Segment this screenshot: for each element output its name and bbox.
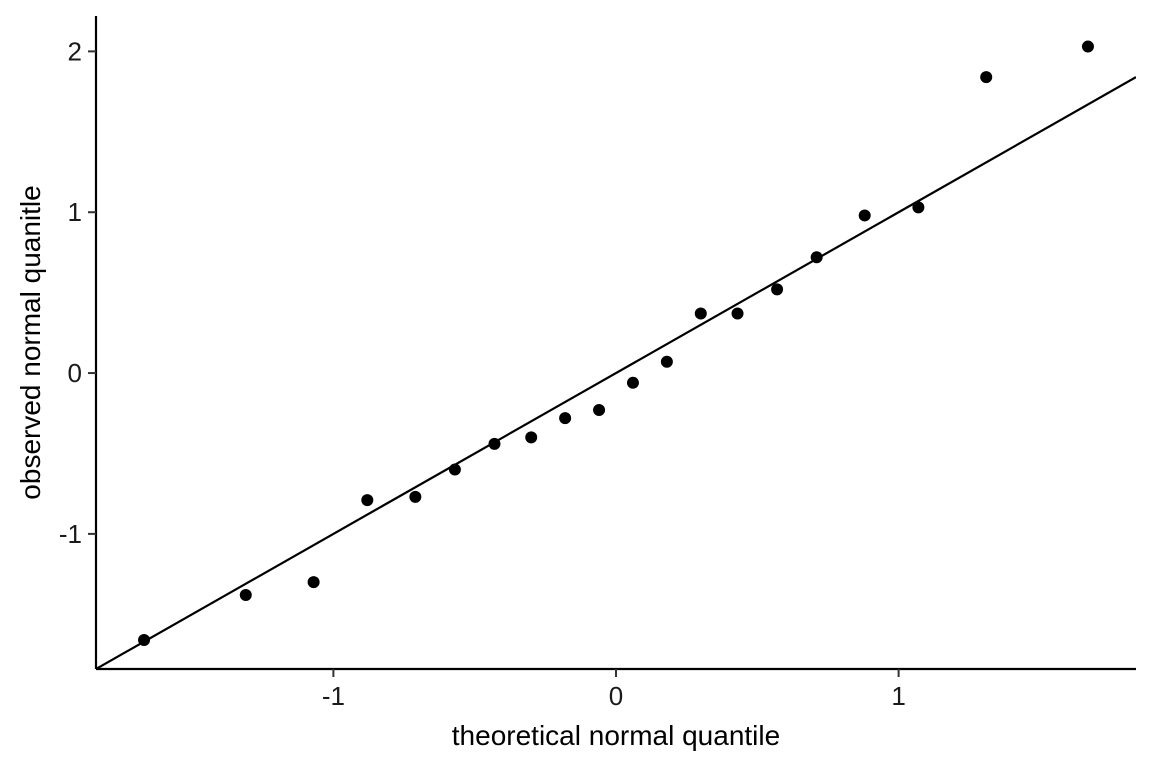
data-point bbox=[810, 251, 823, 264]
data-point bbox=[361, 494, 374, 507]
data-point bbox=[307, 576, 320, 589]
data-point bbox=[409, 490, 422, 503]
axes: -1 0 1 -1 0 1 2 bbox=[59, 16, 1136, 711]
y-tick-label: -1 bbox=[59, 519, 82, 549]
data-point bbox=[448, 463, 461, 476]
y-tick-label: 1 bbox=[68, 197, 82, 227]
y-ticks: -1 0 1 2 bbox=[59, 36, 96, 549]
x-tick-label: -1 bbox=[322, 681, 345, 711]
data-point bbox=[626, 376, 639, 389]
data-point bbox=[593, 404, 606, 417]
data-point bbox=[980, 71, 993, 84]
data-point bbox=[1081, 40, 1094, 53]
y-tick-label: 2 bbox=[68, 36, 82, 66]
x-tick-label: 1 bbox=[891, 681, 905, 711]
plot-area bbox=[96, 40, 1136, 669]
x-axis-title: theoretical normal quantile bbox=[452, 720, 780, 751]
y-axis-title: observed normal quanitle bbox=[15, 185, 46, 499]
reference-line bbox=[96, 76, 1136, 669]
data-point bbox=[239, 589, 252, 602]
data-point bbox=[488, 437, 501, 450]
data-point bbox=[660, 355, 673, 368]
data-point bbox=[858, 209, 871, 222]
data-point bbox=[771, 283, 784, 296]
data-point bbox=[138, 634, 151, 647]
data-point bbox=[912, 201, 925, 214]
data-point bbox=[559, 412, 572, 425]
data-point bbox=[525, 431, 538, 444]
y-tick-label: 0 bbox=[68, 358, 82, 388]
data-point bbox=[694, 307, 707, 320]
x-tick-label: 0 bbox=[609, 681, 623, 711]
x-ticks: -1 0 1 bbox=[322, 669, 906, 711]
data-point bbox=[731, 307, 744, 320]
